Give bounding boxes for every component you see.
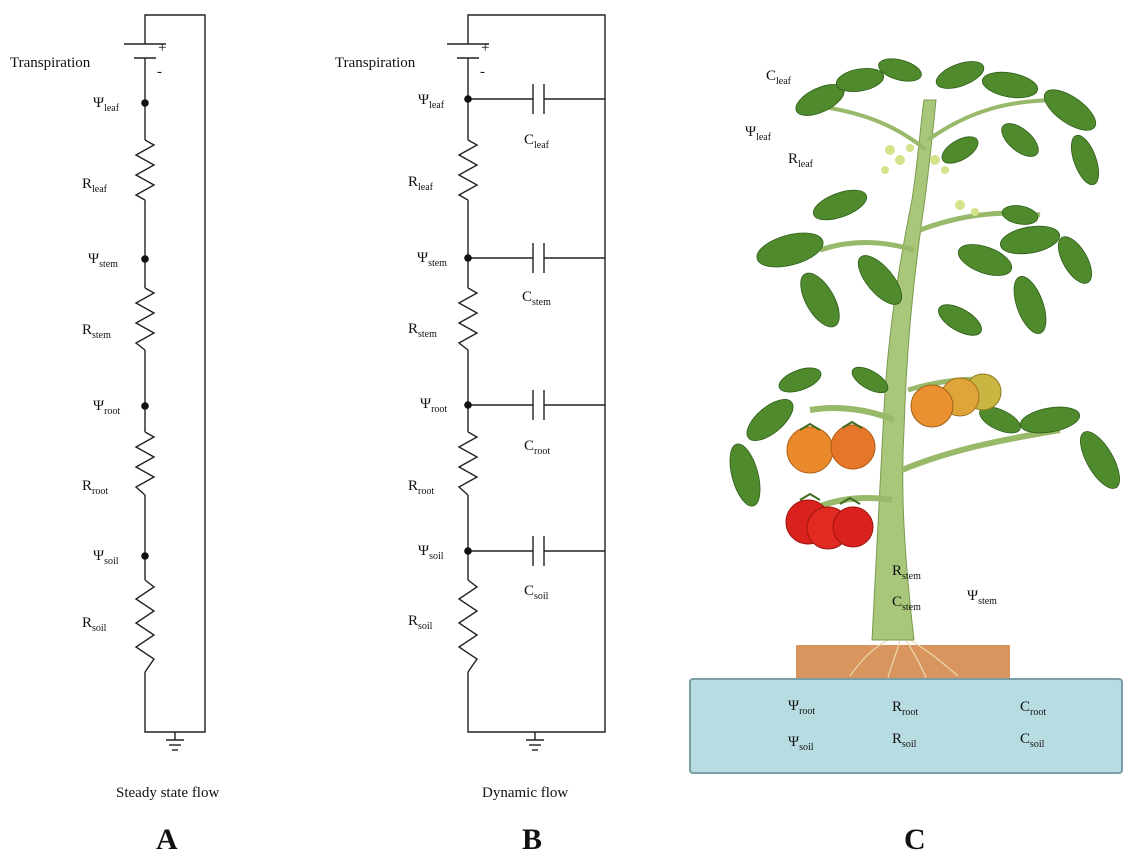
capacitor-soil	[468, 536, 605, 566]
c-psi-leaf-label: Ψleaf	[745, 124, 772, 143]
c-psi-stem-label: Ψstem	[967, 588, 997, 607]
resistor-leaf	[134, 139, 156, 201]
node-leaf	[464, 95, 472, 103]
b-caption: Dynamic flow	[482, 785, 568, 801]
node-root	[141, 402, 149, 410]
c-psi-root-label: Ψroot	[788, 698, 815, 717]
panel-c-letter: C	[904, 823, 926, 856]
b-psi-soil-label: Ψsoil	[418, 543, 444, 562]
resistor-stem	[457, 287, 479, 351]
b-psi-leaf-label: Ψleaf	[418, 92, 445, 111]
c-r-leaf-label: Rleaf	[788, 151, 814, 170]
c-r-soil-label: Rsoil	[892, 731, 917, 750]
a-r-soil-label: Rsoil	[82, 615, 107, 634]
pot	[796, 645, 1010, 679]
b-psi-stem-label: Ψstem	[417, 250, 447, 269]
a-psi-soil-label: Ψsoil	[93, 548, 119, 567]
b-r-stem-label: Rstem	[408, 321, 437, 340]
node-leaf	[141, 99, 149, 107]
node-stem	[464, 254, 472, 262]
b-c-soil-label: Csoil	[524, 583, 549, 602]
a-plus-sign: +	[158, 40, 166, 56]
a-r-root-label: Rroot	[82, 478, 108, 497]
node-soil	[464, 547, 472, 555]
a-minus-sign: -	[157, 64, 162, 80]
c-r-root-label: Rroot	[892, 699, 918, 718]
c-r-stem-label: Rstem	[892, 563, 921, 582]
b-plus-sign: +	[481, 40, 489, 56]
c-c-root-label: Croot	[1020, 699, 1046, 718]
panel-a-letter: A	[156, 823, 178, 856]
tomato-cluster-red	[785, 492, 874, 550]
a-psi-leaf-label: Ψleaf	[93, 95, 120, 114]
b-c-leaf-label: Cleaf	[524, 132, 550, 151]
ground-symbol	[526, 732, 544, 751]
soil-box	[689, 678, 1123, 774]
panel-b-letter: B	[522, 823, 542, 856]
tomato-plant-illustration	[689, 58, 1123, 774]
c-c-stem-label: Cstem	[892, 594, 921, 613]
capacitor-root	[468, 390, 605, 420]
resistor-leaf	[457, 139, 479, 201]
b-transpiration-label: Transpiration	[335, 55, 416, 71]
battery-symbol	[124, 40, 166, 64]
ground-symbol	[166, 732, 184, 751]
capacitor-leaf	[468, 84, 605, 114]
b-psi-root-label: Ψroot	[420, 396, 447, 415]
a-psi-stem-label: Ψstem	[88, 251, 118, 270]
capacitor-stem	[468, 243, 605, 273]
main-stem	[871, 99, 937, 641]
tomato-cluster-orange-right	[910, 373, 1002, 428]
b-r-leaf-label: Rleaf	[408, 174, 434, 193]
b-c-stem-label: Cstem	[522, 289, 551, 308]
panel-b-circuit	[447, 14, 606, 751]
panel-a-circuit	[124, 14, 206, 751]
resistor-root	[457, 431, 479, 496]
node-soil	[141, 552, 149, 560]
resistor-root	[134, 431, 156, 496]
battery-symbol	[447, 40, 489, 64]
resistor-soil	[457, 579, 479, 673]
b-r-root-label: Rroot	[408, 478, 434, 497]
c-psi-soil-label: Ψsoil	[788, 734, 814, 753]
b-r-soil-label: Rsoil	[408, 613, 433, 632]
a-psi-root-label: Ψroot	[93, 398, 120, 417]
a-r-stem-label: Rstem	[82, 322, 111, 341]
b-minus-sign: -	[480, 64, 485, 80]
a-r-leaf-label: Rleaf	[82, 176, 108, 195]
resistor-stem	[134, 287, 156, 351]
tomato-cluster-orange-left	[786, 420, 876, 474]
resistor-soil	[134, 579, 156, 673]
node-stem	[141, 255, 149, 263]
c-c-soil-label: Csoil	[1020, 731, 1045, 750]
a-transpiration-label: Transpiration	[10, 55, 91, 71]
c-c-leaf-label: Cleaf	[766, 68, 792, 87]
a-caption: Steady state flow	[116, 785, 219, 801]
b-c-root-label: Croot	[524, 438, 550, 457]
node-root	[464, 401, 472, 409]
